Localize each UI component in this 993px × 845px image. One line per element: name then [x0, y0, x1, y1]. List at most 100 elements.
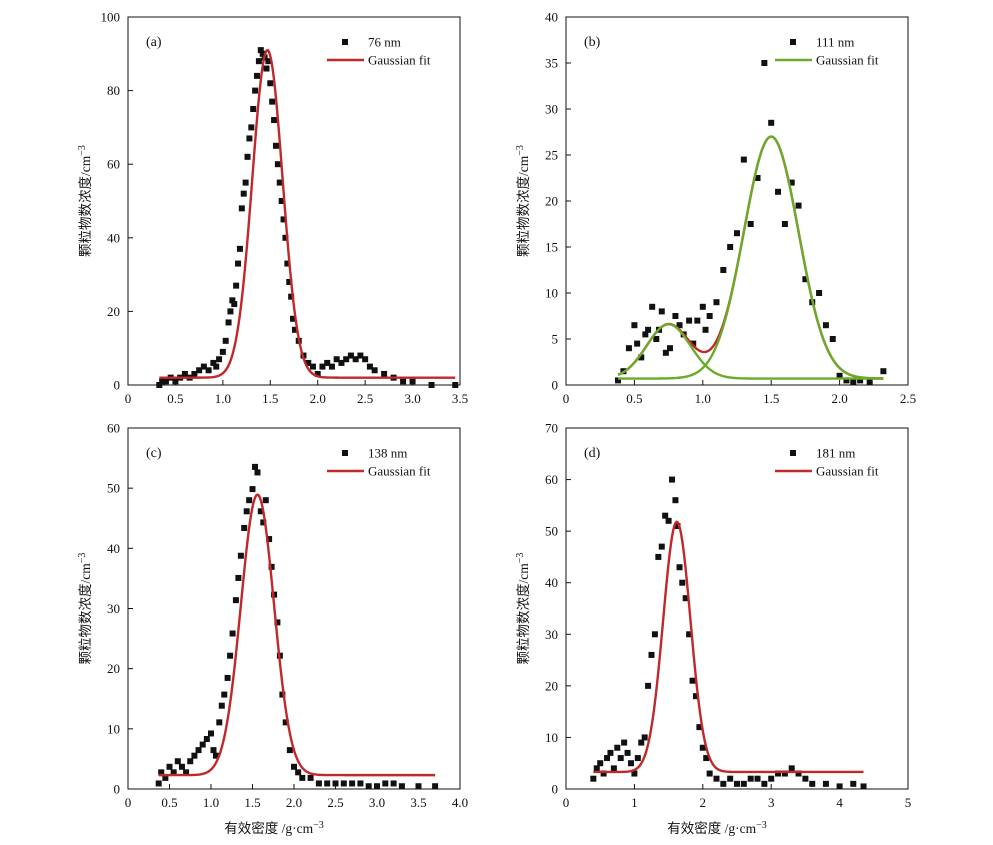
data-point — [291, 326, 298, 333]
data-point — [655, 553, 662, 560]
x-tick-label: 2 — [700, 795, 707, 810]
data-point — [690, 340, 697, 347]
data-point — [156, 382, 163, 388]
data-point — [610, 765, 617, 772]
x-tick-label: 3.5 — [410, 795, 426, 810]
data-point — [781, 221, 788, 227]
data-point — [651, 631, 658, 638]
data-point — [720, 780, 727, 787]
data-point — [235, 260, 242, 267]
x-tick-label: 2.0 — [310, 391, 326, 406]
data-point — [689, 677, 696, 684]
data-point — [282, 234, 289, 241]
y-tick-label: 0 — [552, 378, 559, 393]
y-tick-label: 20 — [107, 304, 120, 319]
data-point — [658, 543, 665, 550]
data-point — [162, 378, 169, 385]
data-point — [315, 780, 322, 787]
data-point — [183, 769, 190, 776]
data-point — [286, 278, 293, 285]
data-point — [208, 730, 214, 737]
legend: 138 nm Gaussian fit — [327, 446, 431, 479]
data-point — [788, 765, 795, 772]
data-point — [237, 552, 244, 559]
data-point — [625, 345, 632, 352]
data-point — [210, 747, 217, 754]
legend-label-fit: Gaussian fit — [368, 53, 431, 68]
data-point — [195, 747, 202, 754]
data-point — [216, 719, 223, 726]
legend-label-fit: Gaussian fit — [816, 53, 879, 68]
data-point — [390, 780, 397, 787]
data-point — [233, 282, 240, 289]
data-point — [191, 752, 198, 759]
data-point — [257, 508, 264, 515]
y-tick-label: 5 — [552, 332, 559, 347]
x-tick-label: 2.5 — [357, 391, 373, 406]
y-tick-label: 40 — [545, 10, 558, 25]
data-point — [452, 382, 459, 388]
data-point — [638, 739, 645, 746]
data-point — [686, 631, 693, 638]
data-point — [203, 736, 210, 743]
data-point — [676, 564, 683, 571]
y-tick-label: 0 — [114, 782, 121, 797]
data-point — [727, 775, 734, 782]
data-point — [604, 755, 611, 762]
data-point — [641, 734, 648, 741]
data-point — [761, 60, 768, 66]
data-point — [802, 775, 809, 782]
data-point — [658, 308, 665, 315]
data-point — [696, 724, 703, 731]
data-point — [642, 331, 649, 338]
data-point — [662, 512, 669, 519]
data-point — [254, 72, 261, 79]
data-point — [761, 780, 768, 787]
data-point — [219, 348, 226, 355]
data-point — [795, 770, 802, 777]
data-point — [280, 216, 287, 223]
chart-panel-1: 0 0.5 1.0 1.5 2.0 2.5 3.0 3.5 0 20 40 60 80 100 (a) 颗粒物… — [77, 10, 468, 407]
data-points-0 — [156, 47, 459, 388]
data-point — [860, 783, 867, 790]
data-point — [590, 775, 597, 782]
y-tick-label: 60 — [107, 421, 120, 436]
panel-label: (d) — [584, 446, 601, 461]
data-point — [290, 315, 297, 322]
data-point — [305, 359, 312, 366]
x-tick-label: 3.5 — [452, 391, 468, 406]
data-point — [243, 508, 250, 515]
y-tick-label: 10 — [107, 721, 120, 736]
data-point — [634, 340, 641, 347]
data-point — [244, 153, 251, 160]
y-tick-label: 0 — [552, 782, 559, 797]
data-point — [328, 363, 335, 370]
data-point — [251, 463, 258, 470]
data-point — [263, 65, 270, 72]
plot-frame — [565, 427, 909, 790]
legend-marker-points — [342, 39, 348, 45]
data-point — [662, 349, 669, 356]
data-point — [333, 356, 340, 363]
data-point — [205, 367, 212, 374]
x-tick-label: 1.5 — [262, 391, 278, 406]
data-point — [366, 363, 373, 370]
data-point — [593, 765, 600, 772]
data-point — [274, 161, 281, 168]
data-point — [795, 202, 802, 209]
x-tick-label: 3.0 — [369, 795, 385, 810]
y-tick-label: 20 — [107, 661, 120, 676]
data-point — [246, 497, 253, 504]
data-point — [692, 693, 699, 700]
data-point — [816, 290, 823, 296]
data-point — [254, 469, 261, 476]
data-point — [268, 563, 275, 570]
legend-label-fit: Gaussian fit — [368, 464, 431, 479]
x-tick-label: 0.5 — [626, 391, 642, 406]
data-point — [866, 379, 873, 386]
data-point — [314, 370, 321, 377]
data-point — [679, 579, 686, 586]
data-point — [621, 739, 628, 746]
data-point — [238, 205, 245, 212]
